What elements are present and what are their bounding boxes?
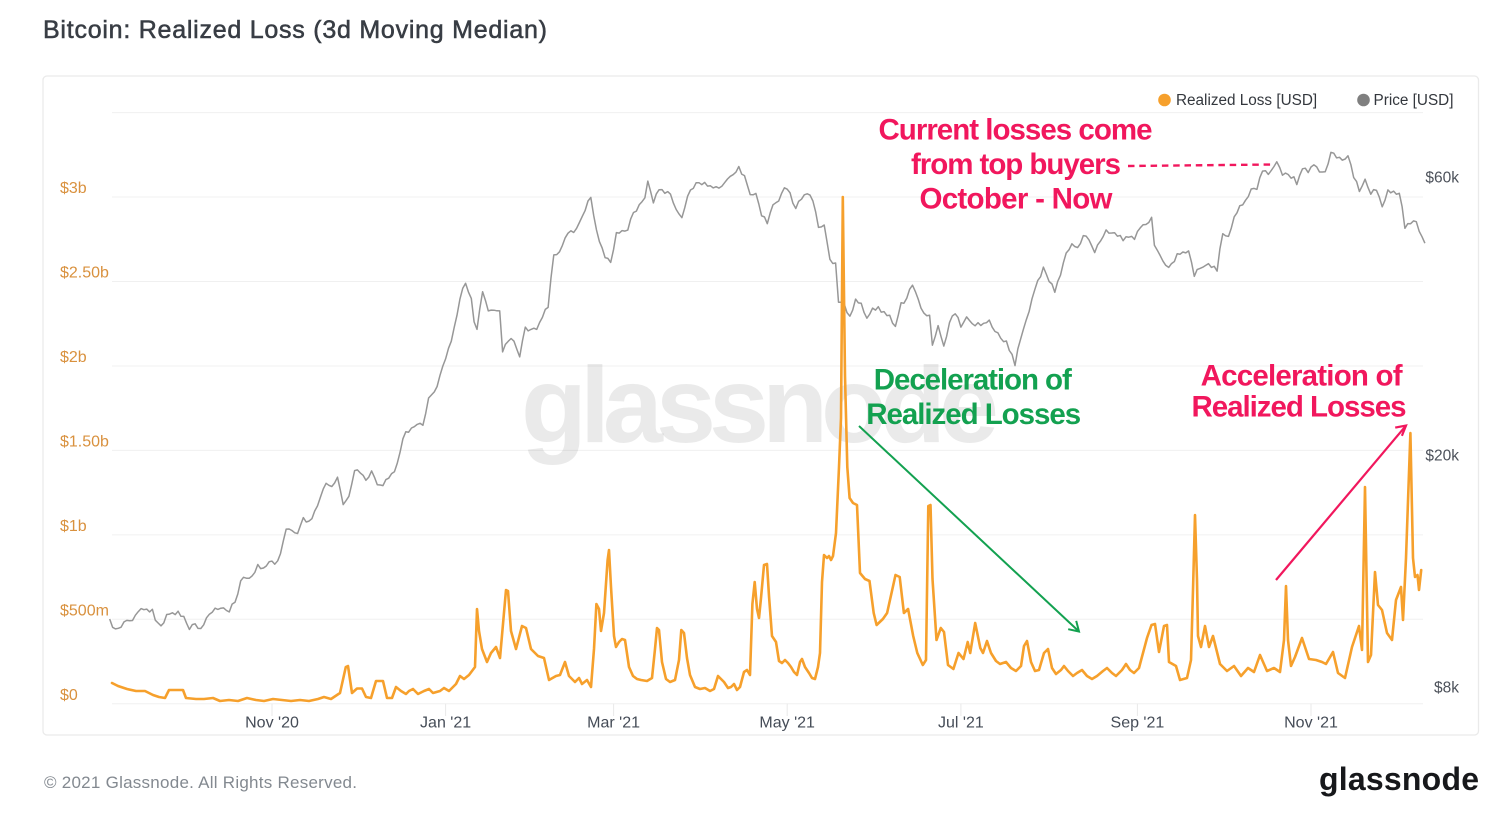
svg-text:glassnode: glassnode bbox=[1319, 761, 1479, 797]
svg-text:$2.50b: $2.50b bbox=[60, 265, 109, 282]
svg-text:Nov '20: Nov '20 bbox=[245, 715, 299, 732]
svg-text:Bitcoin: Realized Loss (3d Mov: Bitcoin: Realized Loss (3d Moving Median… bbox=[43, 16, 547, 44]
svg-text:© 2021 Glassnode. All Rights R: © 2021 Glassnode. All Rights Reserved. bbox=[44, 773, 357, 792]
svg-text:October - Now: October - Now bbox=[920, 183, 1113, 216]
svg-text:Mar '21: Mar '21 bbox=[587, 715, 640, 732]
svg-text:Realized Loss [USD]: Realized Loss [USD] bbox=[1176, 92, 1317, 109]
svg-text:Acceleration of: Acceleration of bbox=[1201, 360, 1403, 393]
svg-text:Current losses come: Current losses come bbox=[879, 114, 1153, 147]
svg-text:from top buyers: from top buyers bbox=[911, 148, 1121, 181]
svg-text:$500m: $500m bbox=[60, 602, 109, 619]
svg-text:Realized Losses: Realized Losses bbox=[866, 398, 1081, 431]
svg-text:$0: $0 bbox=[60, 687, 78, 704]
svg-text:Price [USD]: Price [USD] bbox=[1374, 92, 1454, 109]
svg-text:Jul '21: Jul '21 bbox=[938, 715, 984, 732]
svg-text:$20k: $20k bbox=[1425, 448, 1459, 465]
svg-text:May '21: May '21 bbox=[759, 715, 815, 732]
svg-text:Deceleration of: Deceleration of bbox=[874, 364, 1072, 397]
svg-text:$8k: $8k bbox=[1434, 680, 1459, 697]
svg-text:Nov '21: Nov '21 bbox=[1284, 715, 1338, 732]
svg-text:$60k: $60k bbox=[1425, 170, 1459, 187]
svg-text:$2b: $2b bbox=[60, 349, 87, 366]
svg-text:glassnode: glassnode bbox=[521, 344, 999, 465]
svg-text:$1b: $1b bbox=[60, 518, 87, 535]
svg-text:Jan '21: Jan '21 bbox=[420, 715, 471, 732]
svg-text:Realized Losses: Realized Losses bbox=[1192, 391, 1407, 424]
svg-text:Sep '21: Sep '21 bbox=[1111, 715, 1165, 732]
svg-text:$3b: $3b bbox=[60, 180, 87, 197]
svg-text:$1.50b: $1.50b bbox=[60, 433, 109, 450]
